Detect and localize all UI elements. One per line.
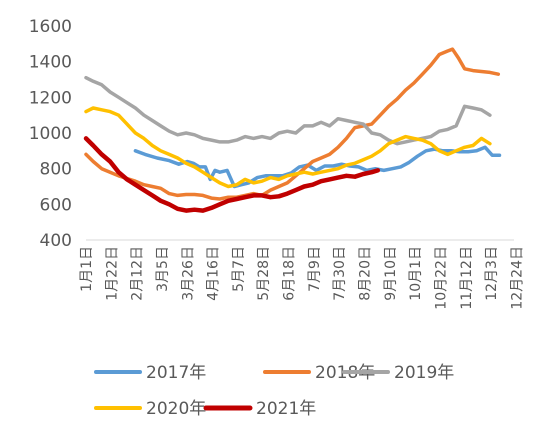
- x-tick-label: 1月22日: [104, 246, 120, 301]
- y-tick-label: 1400: [29, 53, 72, 73]
- x-tick-label: 10月1日: [408, 246, 424, 301]
- x-tick-label: 12月3日: [484, 246, 500, 301]
- x-tick-label: 10月22日: [434, 246, 450, 310]
- legend-label: 2021年: [256, 399, 316, 419]
- y-tick-label: 400: [40, 231, 72, 251]
- legend-label: 2020年: [146, 399, 206, 419]
- x-tick-label: 5月7日: [231, 246, 247, 292]
- x-tick-label: 5月28日: [256, 246, 272, 301]
- series-line-2019年: [84, 75, 492, 146]
- x-tick-label: 3月26日: [180, 246, 196, 301]
- x-tick-label: 11月12日: [459, 246, 475, 310]
- x-tick-label: 3月5日: [155, 246, 171, 292]
- y-tick-label: 800: [40, 160, 72, 180]
- x-tick-label: 12月24日: [509, 246, 525, 310]
- legend-label: 2017年: [146, 363, 206, 383]
- x-tick-label: 7月30日: [332, 246, 348, 301]
- y-tick-label: 1000: [29, 124, 72, 144]
- x-tick-label: 6月18日: [282, 246, 298, 301]
- series-lines: [83, 47, 502, 213]
- x-axis-tick-labels: 1月1日 1月22日 2月12日 3月5日 3月26日 4月16日 5月7日 5月28日 6月1…: [79, 246, 525, 310]
- series-line-2021年: [83, 136, 381, 213]
- x-tick-label: 7月9日: [307, 246, 323, 292]
- x-tick-label: 2月12日: [130, 246, 146, 301]
- y-tick-label: 1600: [29, 17, 72, 37]
- legend-label: 2019年: [394, 363, 454, 383]
- y-axis-tick-labels: 400 600 800 1000 1200 1400 1600: [29, 17, 72, 251]
- x-tick-label: 4月16日: [206, 246, 222, 301]
- legend: 2017年2018年2019年2020年2021年: [94, 363, 454, 419]
- x-tick-label: 1月1日: [79, 246, 95, 292]
- x-tick-label: 8月20日: [358, 246, 374, 301]
- series-line-2018年: [84, 47, 501, 201]
- y-tick-label: 1200: [29, 88, 72, 108]
- series-line-2020年: [84, 106, 492, 189]
- x-tick-label: 9月10日: [383, 246, 399, 301]
- y-tick-label: 600: [40, 195, 72, 215]
